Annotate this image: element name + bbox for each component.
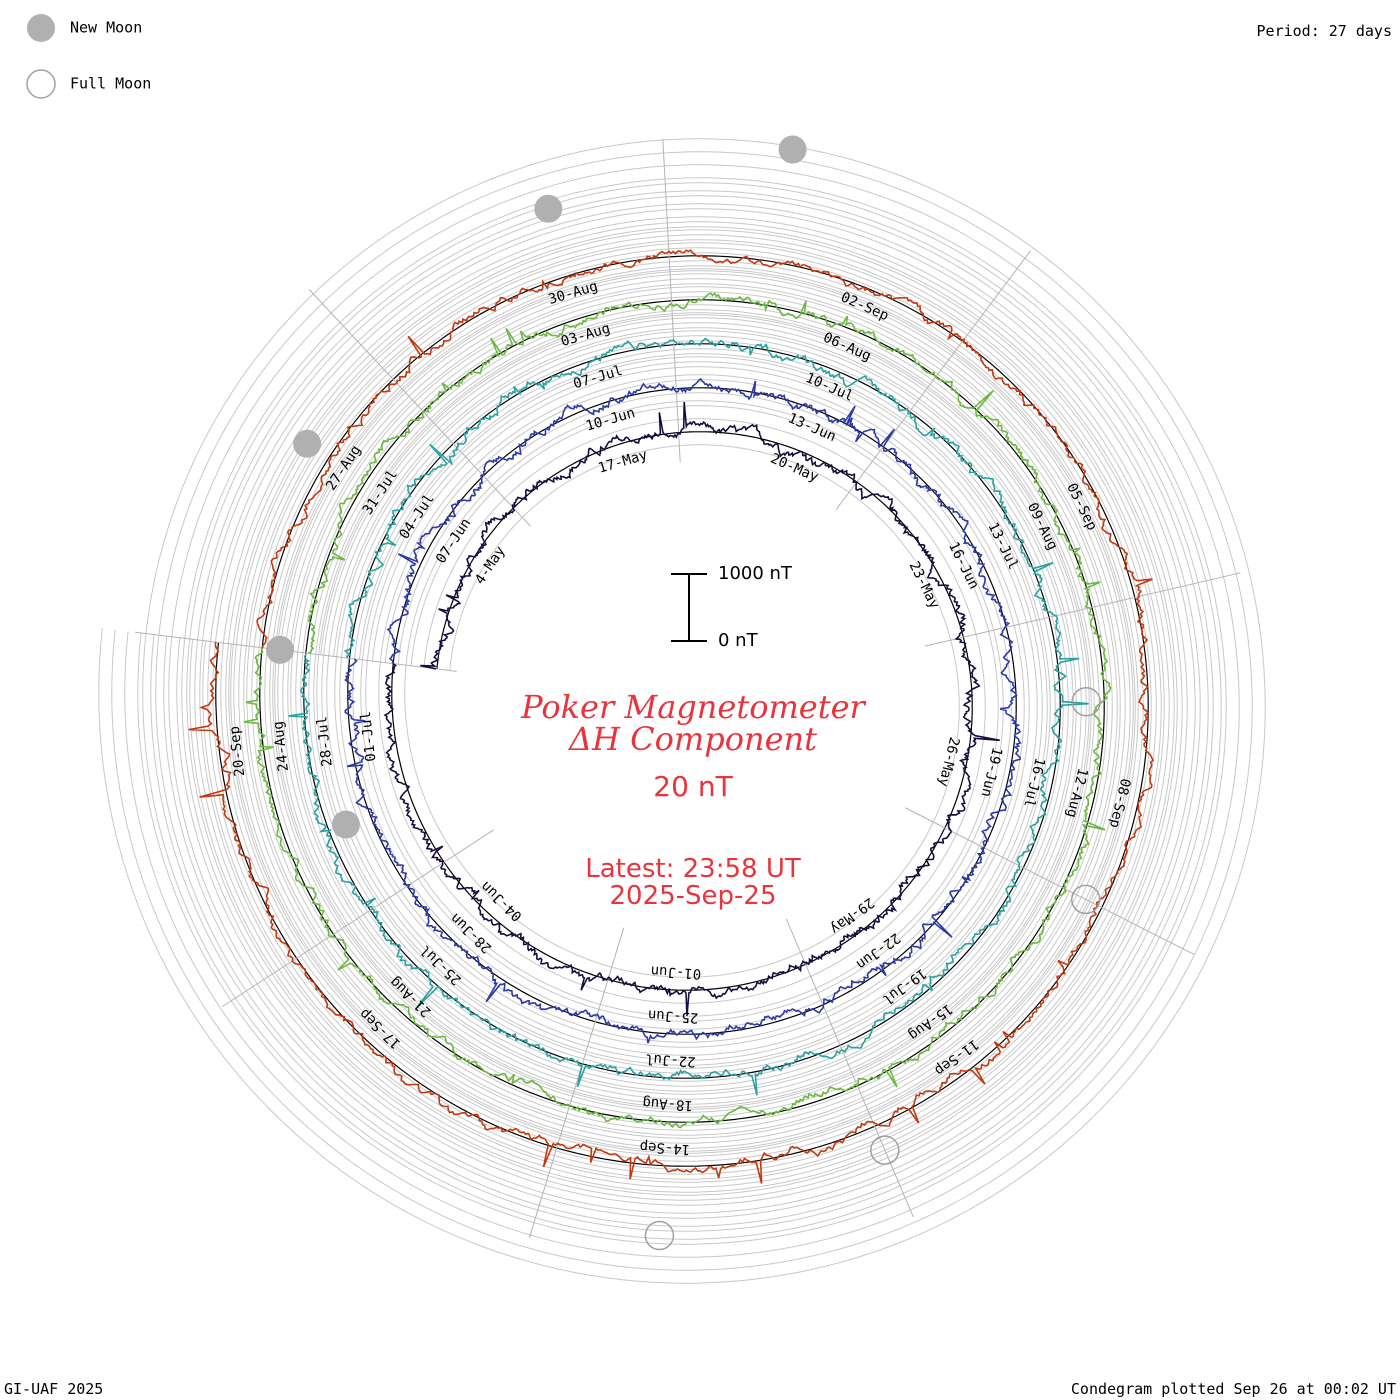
day-spoke	[835, 250, 1032, 511]
day-spoke	[785, 918, 914, 1218]
series-turn-2	[344, 377, 1022, 1044]
day-spoke	[221, 829, 494, 1008]
date-label: 01-Jul	[358, 710, 380, 762]
series-turn-4	[243, 292, 1112, 1129]
spiral-grid-line	[163, 203, 1201, 1219]
date-label: 10-Jun	[584, 405, 637, 435]
date-label: 05-Sep	[1063, 481, 1100, 533]
series-layer	[188, 249, 1155, 1184]
new-moon-legend-icon	[27, 14, 55, 42]
date-label: 4-May	[472, 543, 509, 587]
chart-subtitle-value: 20 nT	[653, 770, 733, 803]
new-moon-marker	[778, 135, 807, 164]
date-label: 07-Jul	[572, 363, 625, 393]
new-moon-legend-label: New Moon	[70, 19, 142, 37]
spiral-grid-line	[111, 151, 1253, 1271]
spiral-grid-line	[202, 242, 1162, 1180]
full-moon-marker	[644, 1220, 675, 1251]
new-moon-marker	[293, 429, 322, 458]
spiral-grid-line	[137, 177, 1227, 1245]
new-moon-marker	[331, 810, 360, 839]
day-spoke	[135, 631, 457, 672]
series-turn-3	[288, 337, 1089, 1096]
date-label: 04-Jul	[396, 491, 437, 542]
date-label: 22-Jul	[645, 1050, 696, 1069]
scale-bottom-label: 0 nT	[718, 630, 759, 651]
full-moon-marker	[1071, 686, 1101, 717]
footer-plot-time: Condegram plotted Sep 26 at 00:02 UT	[1070, 1380, 1396, 1398]
day-spoke	[528, 927, 625, 1238]
date-label: 19-Jul	[879, 965, 929, 1008]
date-label: 20-Sep	[227, 725, 249, 777]
full-moon-legend-icon	[26, 69, 56, 99]
date-label: 26-May	[935, 735, 962, 788]
center-titles: Poker Magnetometer ΔH Component 20 nT La…	[520, 688, 866, 911]
date-label: 13-Jul	[984, 520, 1021, 572]
date-label: 22-Jun	[853, 929, 903, 972]
date-label: 04-Jun	[478, 878, 526, 924]
spiral-grid-line	[189, 229, 1175, 1193]
date-label: 29-May	[827, 894, 877, 937]
day-spoke	[308, 289, 531, 527]
scale-top-label: 1000 nT	[718, 563, 793, 584]
spiral-grid-line	[228, 268, 1136, 1154]
spoke-layer	[135, 138, 1241, 1238]
spiral-grid-line	[150, 190, 1214, 1232]
day-spoke	[924, 572, 1241, 647]
chart-component: ΔH Component	[567, 720, 817, 758]
date-label: 28-Jul	[314, 715, 336, 767]
day-spoke	[662, 138, 681, 463]
date-label: 14-Sep	[639, 1138, 690, 1157]
spiral-grid-line	[98, 138, 1266, 1284]
moon-layer	[266, 135, 1101, 1251]
full-moon-marker	[870, 1135, 900, 1165]
date-label: 25-Jul	[417, 941, 465, 987]
series-turn-1	[383, 401, 1000, 1016]
day-spoke	[904, 807, 1195, 955]
latest-date: 2025-Sep-25	[609, 881, 776, 911]
footer-credit: GI-UAF 2025	[4, 1380, 104, 1398]
chart-title: Poker Magnetometer	[520, 688, 866, 726]
series-turn-5	[188, 249, 1155, 1184]
new-moon-marker	[534, 194, 563, 223]
latest-time: Latest: 23:58 UT	[585, 854, 801, 884]
date-label: 25-Jun	[647, 1006, 698, 1025]
full-moon-marker	[1070, 884, 1101, 915]
spiral-grid-line	[124, 164, 1240, 1258]
period-label: Period: 27 days	[1256, 22, 1392, 40]
full-moon-legend-label: Full Moon	[70, 75, 151, 93]
date-label: 01-Jun	[650, 962, 701, 981]
date-label: 24-Aug	[270, 720, 292, 772]
date-label: 23-May	[906, 559, 943, 611]
scale-bar: 1000 nT 0 nT	[671, 563, 793, 651]
date-label: 17-May	[596, 447, 649, 477]
new-moon-marker	[266, 635, 295, 664]
date-label: 28-Jun	[448, 910, 496, 956]
date-label: 18-Aug	[642, 1094, 693, 1113]
